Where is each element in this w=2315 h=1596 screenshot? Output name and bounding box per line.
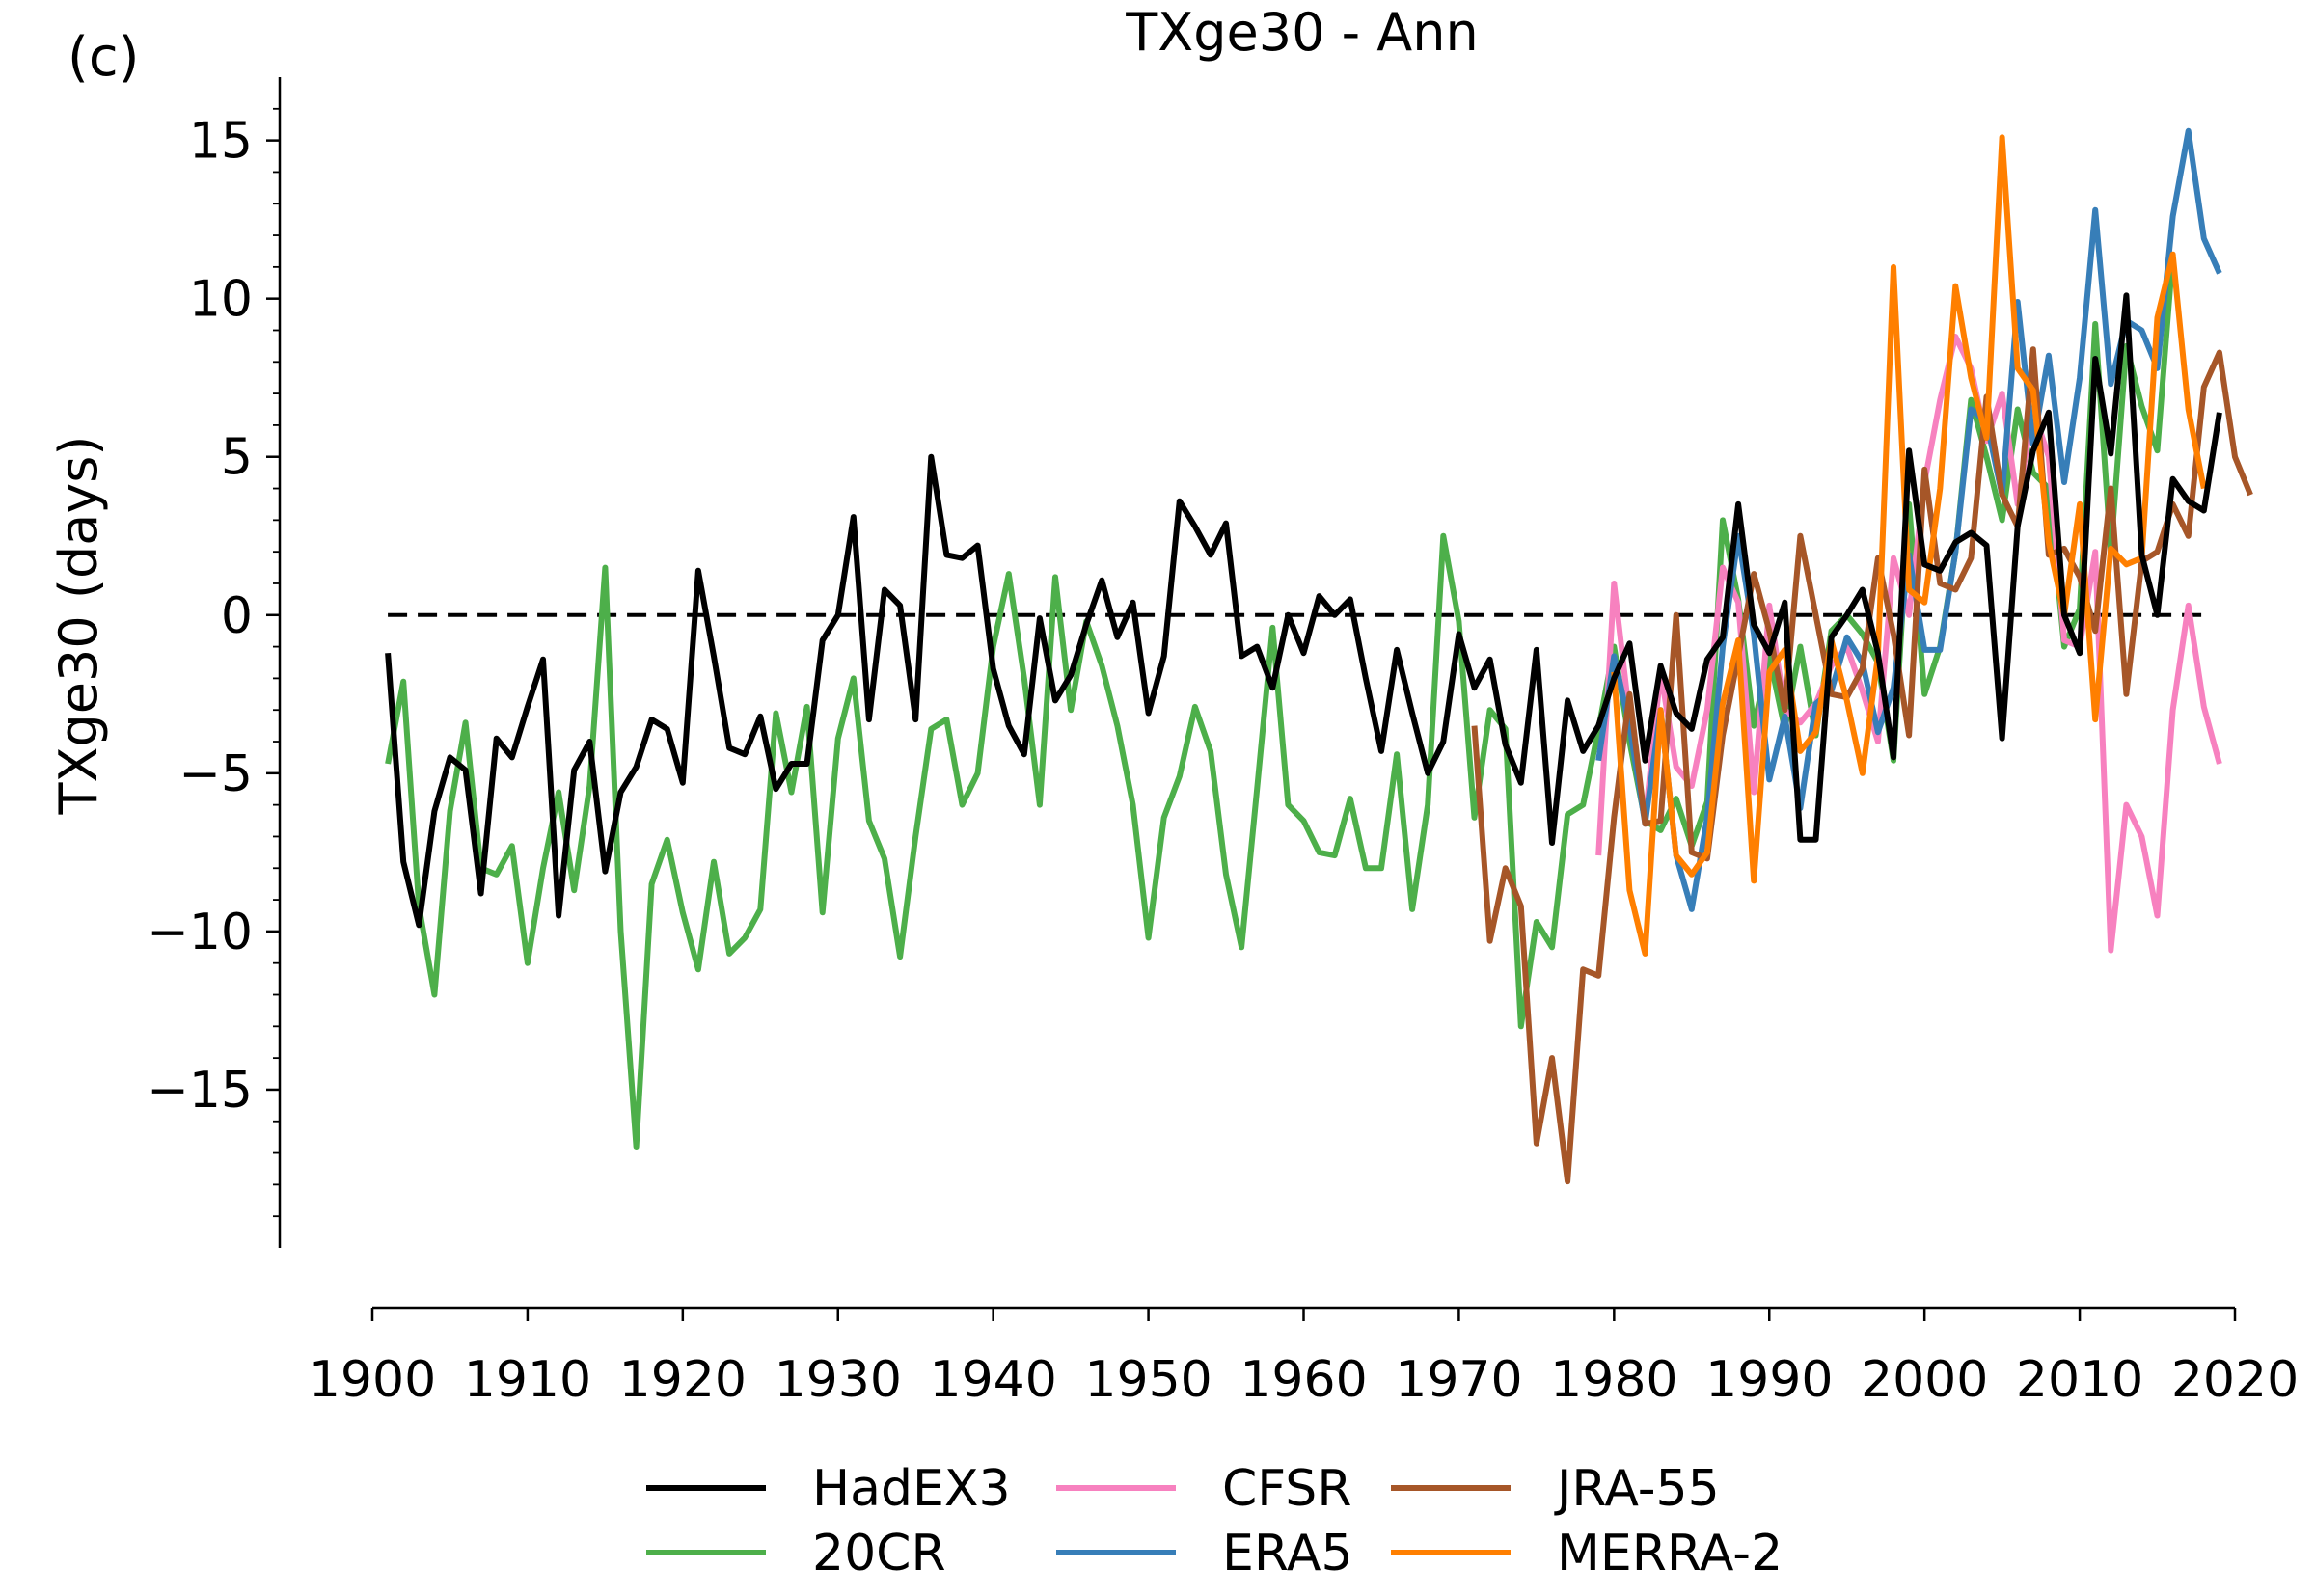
x-tick-label: 1910 — [464, 1351, 591, 1409]
x-tick-label: 1970 — [1395, 1351, 1522, 1409]
x-tick-label: 1920 — [619, 1351, 747, 1409]
y-tick-label: −15 — [147, 1062, 253, 1120]
series-line-merra-2 — [1611, 134, 2207, 957]
x-tick-label: 2000 — [1861, 1351, 1988, 1409]
y-axis-label: TXge30 (days) — [48, 436, 109, 816]
x-tick-label: 2010 — [2016, 1351, 2143, 1409]
series-line-cfsr — [1595, 334, 2222, 954]
x-tick-label: 1990 — [1705, 1351, 1833, 1409]
y-tick-label: −5 — [178, 745, 253, 803]
y-tick-label: 5 — [221, 429, 253, 487]
y-tick-label: 0 — [221, 587, 253, 645]
legend-jra-55-label: JRA-55 — [1554, 1460, 1720, 1518]
x-tick-label: 2020 — [2171, 1351, 2299, 1409]
panel-label: (c) — [68, 26, 139, 89]
series-line-hadex3 — [385, 292, 2222, 929]
x-tick-label: 1900 — [309, 1351, 436, 1409]
x-tick-label: 1960 — [1239, 1351, 1367, 1409]
x-tick-label: 1940 — [929, 1351, 1056, 1409]
x-tick-label: 1930 — [775, 1351, 902, 1409]
chart-title: TXge30 - Ann — [1125, 2, 1478, 63]
legend-merra-2-label: MERRA-2 — [1557, 1525, 1783, 1582]
series-line-jra-55 — [1471, 346, 2253, 1185]
y-tick-label: 10 — [189, 271, 253, 329]
legend-era5-label: ERA5 — [1222, 1525, 1353, 1582]
x-tick-label: 1950 — [1084, 1351, 1212, 1409]
y-tick-label: −10 — [147, 904, 253, 961]
legend-hadex3-label: HadEX3 — [812, 1460, 1011, 1518]
legend-20cr-label: 20CR — [812, 1525, 946, 1582]
y-tick-label: 15 — [189, 113, 253, 171]
plot-area: −15 −10 −5 0 5 10 15 1900 1910 1920 1930 1940 1950 19… — [147, 77, 2299, 1409]
legend: HadEX3 20CR CFSR ERA5 JRA-55 MERRA-2 — [646, 1460, 1783, 1582]
x-tick-label: 1980 — [1550, 1351, 1677, 1409]
legend-cfsr-label: CFSR — [1222, 1460, 1351, 1518]
